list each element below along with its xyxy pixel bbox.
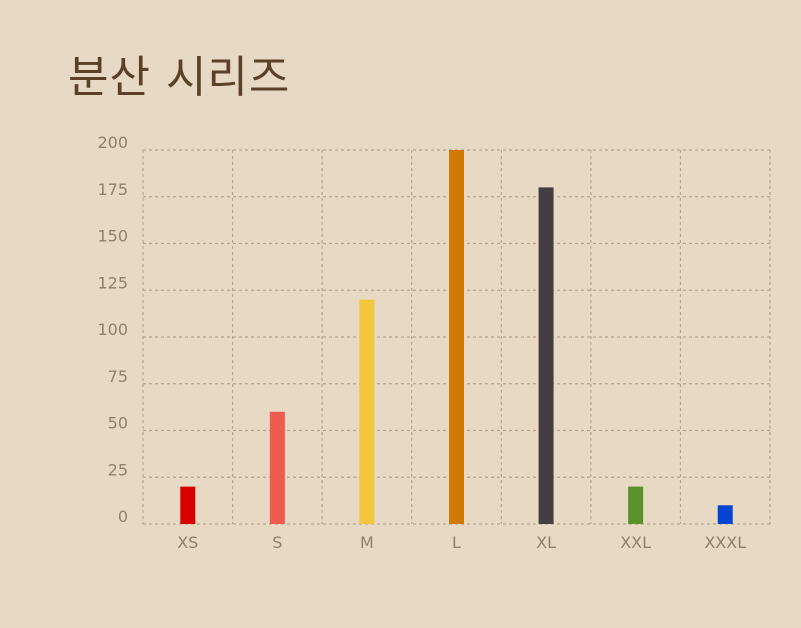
- y-tick-label: 50: [108, 414, 128, 433]
- x-tick-label: M: [360, 533, 374, 552]
- bar-s: [269, 411, 285, 524]
- x-tick-label: XS: [177, 533, 198, 552]
- y-tick-label: 150: [97, 227, 128, 246]
- x-tick-label: XL: [536, 533, 556, 552]
- x-tick-label: L: [452, 533, 461, 552]
- chart-title: 분산 시리즈: [68, 52, 291, 103]
- y-tick-label: 125: [97, 273, 128, 292]
- bar-l: [449, 150, 464, 524]
- x-axis-ticks: XS S M L XL XXL XXXL: [177, 533, 746, 552]
- x-tick-label: XXL: [620, 533, 651, 552]
- x-tick-label: S: [272, 533, 282, 552]
- y-tick-label: 75: [108, 367, 128, 386]
- y-tick-label: 100: [97, 320, 128, 339]
- bar-m: [359, 299, 375, 524]
- y-axis-ticks: 0 25 50 75 100 125 150 175 200: [97, 133, 128, 526]
- bar-xs: [180, 486, 196, 524]
- y-tick-label: 175: [97, 180, 128, 199]
- y-tick-label: 25: [108, 460, 128, 479]
- y-tick-label: 0: [118, 507, 128, 526]
- bar-xl: [538, 187, 554, 524]
- y-tick-label: 200: [97, 133, 128, 152]
- bars: [180, 150, 733, 524]
- bar-xxl: [628, 486, 644, 524]
- x-tick-label: XXXL: [704, 533, 746, 552]
- bar-xxxl: [717, 505, 733, 524]
